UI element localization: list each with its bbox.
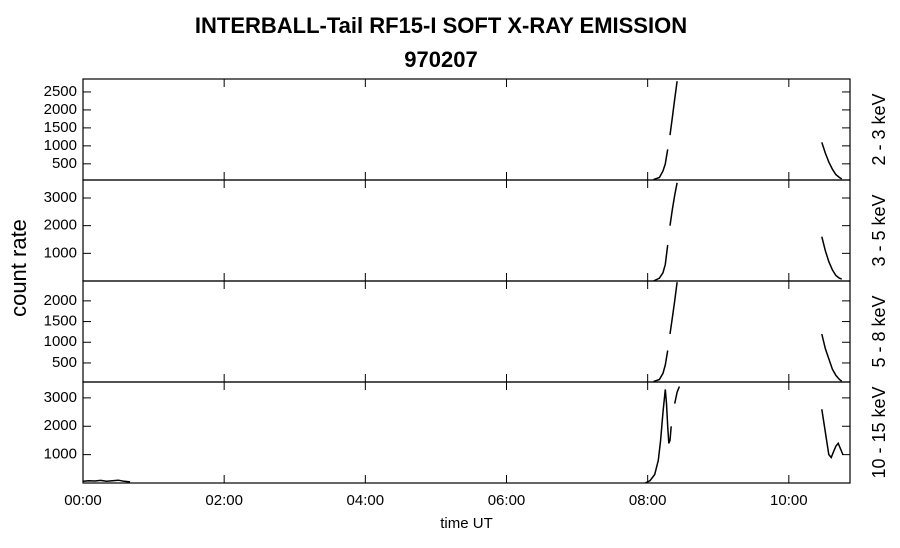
y-tick-label: 2000 [44,292,77,309]
panel-label: 3 - 5 keV [869,194,889,266]
panel-frame [82,381,851,484]
y-axis-label: count rate [6,219,31,317]
panel-frame [82,78,851,181]
data-line [653,81,843,181]
chart-title: INTERBALL-Tail RF15-I SOFT X-RAY EMISSIO… [195,13,687,38]
y-tick-label: 500 [52,354,77,371]
panel-frame [82,179,851,282]
x-tick-label: 06:00 [488,492,526,509]
data-line [653,182,843,282]
y-tick-label: 1000 [44,137,77,154]
y-tick-label: 1000 [44,333,77,350]
panel-label: 5 - 8 keV [869,295,889,367]
y-tick-label: 500 [52,155,77,172]
y-tick-label: 1000 [44,446,77,463]
panel-frame [82,280,851,383]
chart-subtitle: 970207 [404,47,477,72]
x-tick-label: 04:00 [347,492,385,509]
x-tick-label: 02:00 [205,492,243,509]
x-tick-label: 08:00 [629,492,667,509]
y-tick-label: 3000 [44,189,77,206]
y-tick-label: 1500 [44,119,77,136]
y-tick-label: 3000 [44,389,77,406]
y-tick-label: 1500 [44,313,77,330]
y-tick-label: 1000 [44,244,77,261]
y-tick-label: 2000 [44,417,77,434]
panel-label: 2 - 3 keV [869,93,889,165]
x-tick-label: 00:00 [64,492,102,509]
x-axis-label: time UT [440,515,493,532]
panel-label: 10 - 15 keV [869,386,889,478]
data-line [82,386,844,484]
y-tick-label: 2000 [44,101,77,118]
y-tick-label: 2500 [44,83,77,100]
data-line [653,282,843,383]
x-tick-label: 10:00 [770,492,808,509]
y-tick-label: 2000 [44,217,77,234]
